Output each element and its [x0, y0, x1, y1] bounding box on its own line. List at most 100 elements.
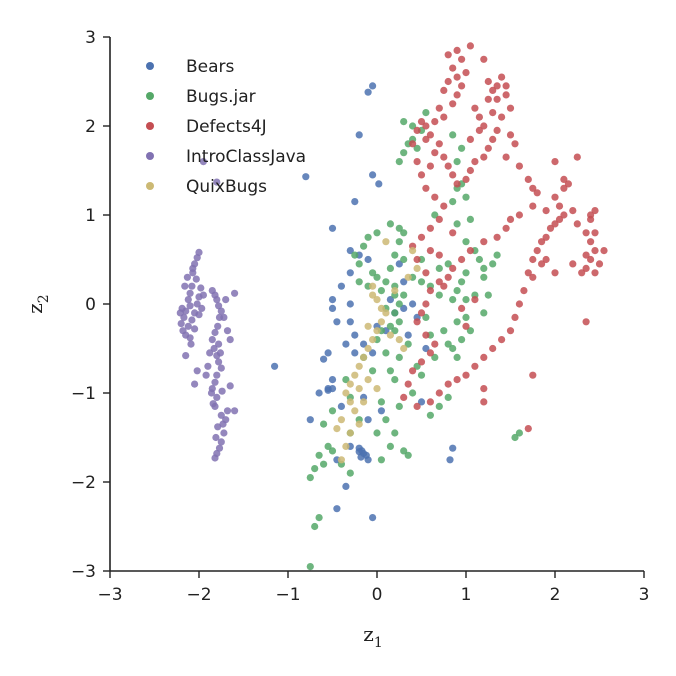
data-point — [386, 367, 394, 375]
data-point — [453, 180, 461, 188]
data-point — [315, 389, 323, 397]
data-point — [193, 254, 201, 262]
data-point — [444, 162, 452, 170]
data-point — [449, 64, 457, 72]
data-point — [444, 340, 452, 348]
data-point — [480, 153, 488, 161]
data-point — [213, 296, 221, 304]
data-point — [364, 255, 372, 264]
data-point — [498, 336, 506, 344]
data-point — [458, 255, 466, 264]
data-point — [176, 309, 184, 317]
data-point — [333, 425, 341, 433]
data-point — [462, 313, 470, 321]
data-point — [417, 371, 426, 379]
data-point — [199, 158, 207, 166]
data-point — [422, 109, 430, 117]
series-defects4j — [400, 42, 608, 433]
data-point — [551, 193, 559, 201]
data-point — [360, 353, 368, 361]
data-point — [355, 385, 363, 393]
x-axis-label: z1 — [363, 622, 382, 651]
data-point — [346, 269, 354, 277]
data-point — [444, 260, 452, 268]
data-point — [369, 367, 377, 375]
data-point — [471, 104, 479, 112]
y-tick-label: −1 — [71, 384, 96, 404]
data-point — [333, 318, 341, 326]
data-point — [191, 325, 199, 333]
data-point — [364, 376, 372, 384]
data-point — [226, 382, 234, 390]
data-point — [351, 407, 359, 415]
y-axis-label: z2 — [23, 294, 52, 313]
legend-marker — [146, 62, 154, 70]
data-point — [193, 367, 201, 375]
data-point — [422, 135, 430, 143]
data-point — [337, 402, 345, 410]
data-point — [386, 322, 394, 330]
data-point — [364, 322, 372, 330]
data-point — [218, 387, 226, 395]
y-tick-label: 3 — [85, 28, 96, 48]
data-point — [444, 77, 452, 86]
data-point — [515, 162, 524, 170]
data-point — [529, 202, 537, 210]
data-point — [449, 344, 457, 353]
data-point — [413, 264, 421, 272]
data-point — [426, 411, 434, 419]
data-point — [498, 113, 506, 121]
data-point — [315, 451, 323, 459]
x-tick-label: −1 — [275, 585, 300, 605]
data-point — [489, 109, 497, 117]
data-point — [417, 358, 426, 366]
data-point — [587, 255, 595, 264]
data-point — [493, 95, 501, 103]
data-point — [462, 175, 470, 183]
data-point — [444, 393, 452, 401]
data-point — [511, 313, 519, 321]
data-point — [346, 469, 354, 477]
data-point — [493, 82, 501, 90]
data-point — [435, 389, 443, 397]
data-point — [466, 215, 474, 223]
data-point — [369, 349, 377, 357]
data-point — [449, 131, 457, 139]
data-point — [231, 289, 239, 297]
data-point — [471, 158, 479, 166]
data-point — [444, 380, 452, 388]
data-point — [346, 429, 354, 437]
data-point — [422, 300, 430, 308]
data-point — [183, 273, 191, 281]
data-point — [569, 207, 577, 215]
data-point — [208, 336, 216, 344]
legend-label: IntroClassJava — [186, 147, 306, 167]
data-point — [440, 202, 448, 210]
data-point — [498, 73, 506, 81]
data-point — [409, 140, 417, 148]
legend-label: QuixBugs — [186, 177, 267, 197]
data-point — [306, 563, 314, 571]
data-point — [346, 300, 354, 308]
data-point — [215, 444, 224, 452]
data-point — [520, 287, 528, 295]
data-point — [480, 264, 488, 272]
data-point — [573, 220, 581, 228]
data-point — [475, 113, 483, 121]
data-point — [202, 371, 210, 379]
data-point — [440, 153, 448, 161]
data-point — [595, 260, 604, 268]
data-point — [386, 220, 394, 228]
data-point — [211, 328, 219, 337]
data-point — [462, 269, 470, 277]
data-point — [386, 296, 394, 304]
data-point — [369, 282, 377, 290]
x-tick-label: 0 — [372, 585, 383, 605]
data-point — [400, 304, 408, 312]
data-point — [600, 247, 608, 255]
data-point — [214, 423, 222, 431]
data-point — [502, 153, 510, 161]
y-tick-label: −3 — [71, 562, 96, 582]
data-point — [226, 336, 234, 344]
data-point — [186, 289, 194, 297]
